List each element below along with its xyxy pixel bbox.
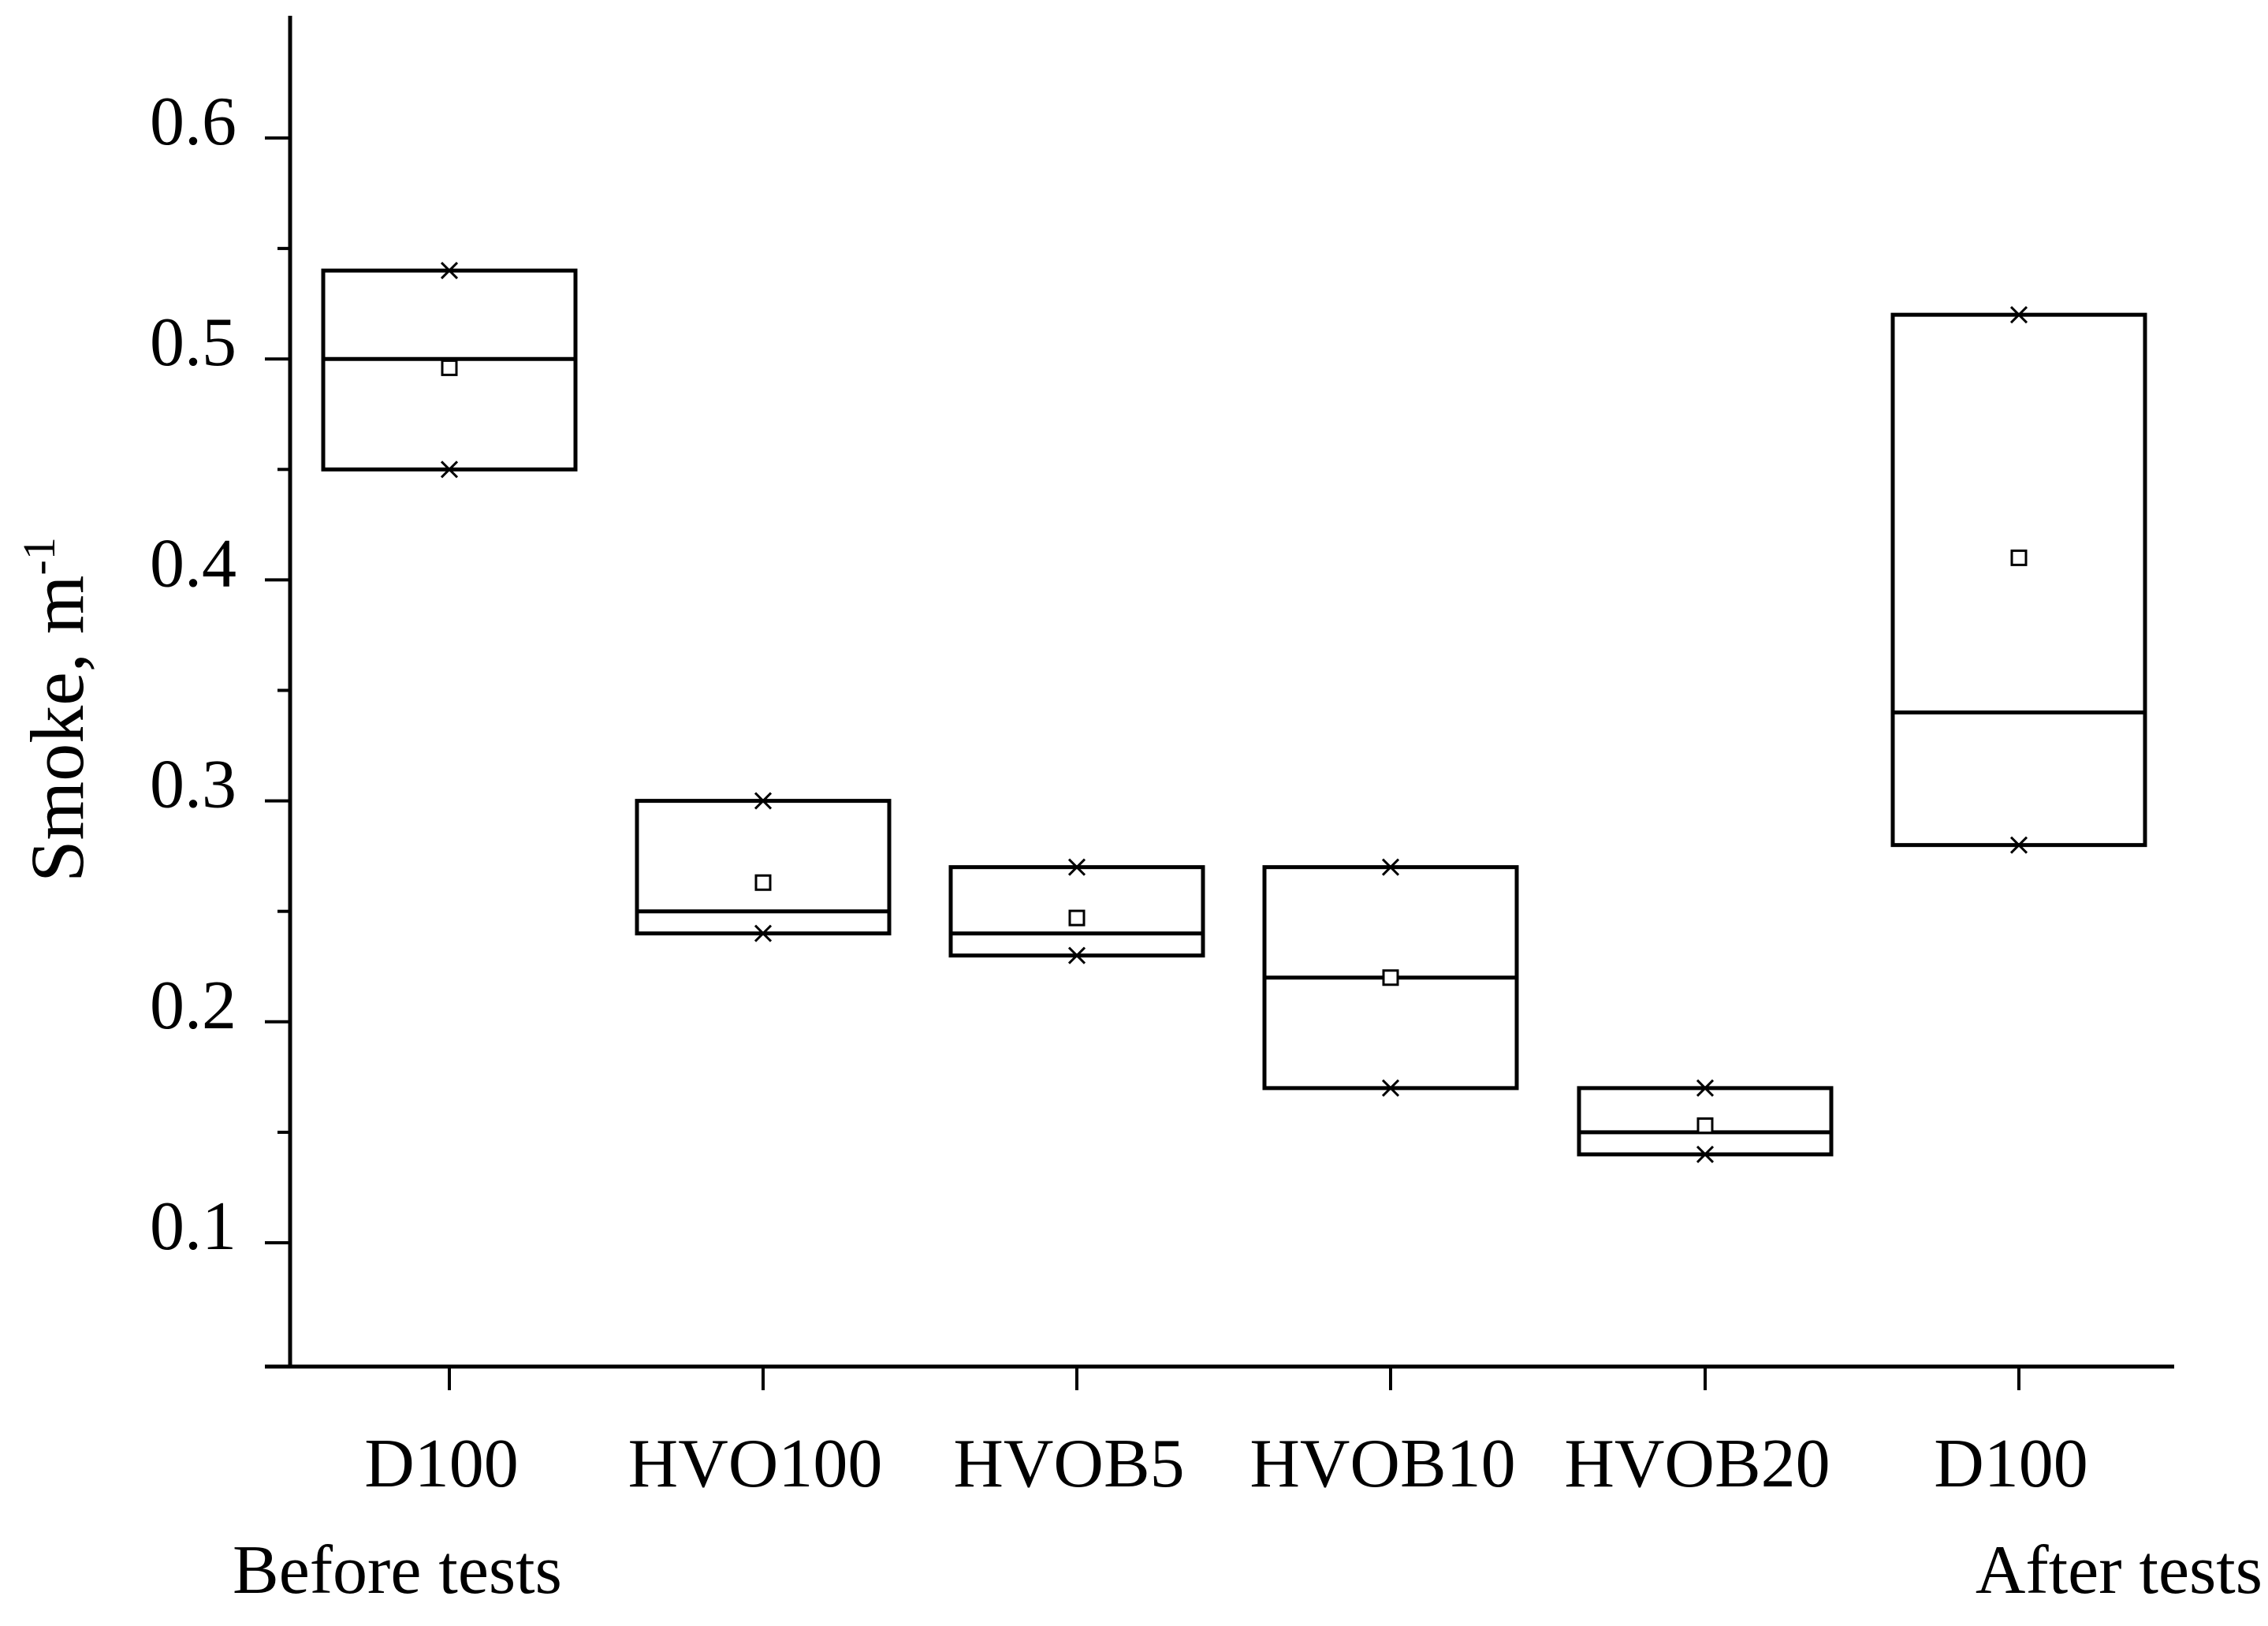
y-axis-label-text: Smoke, m	[15, 575, 99, 882]
cross-stroke	[754, 792, 773, 810]
mean-marker	[1696, 1117, 1714, 1134]
cross-stroke	[1696, 1145, 1715, 1163]
box-5	[1577, 1079, 1834, 1163]
mean-marker	[754, 874, 772, 891]
box-4	[1262, 858, 1519, 1097]
axes	[265, 16, 2174, 1369]
y-axis-label: Smoke, m-1	[13, 537, 99, 882]
box-1	[321, 262, 578, 479]
cross-stroke	[754, 924, 773, 942]
max-marker	[1696, 1079, 1715, 1097]
y-tick-label: 0.2	[150, 968, 236, 1044]
cross-stroke	[440, 461, 459, 479]
x-category-label: HVOB10	[1249, 1426, 1515, 1502]
mean-marker	[2010, 549, 2028, 566]
box-6	[1890, 306, 2147, 854]
cross-stroke	[1067, 858, 1086, 876]
y-axis-label-superscript: -1	[13, 537, 65, 575]
min-marker	[440, 461, 459, 479]
mean-marker	[441, 359, 458, 376]
cross-stroke	[2009, 306, 2028, 324]
max-marker	[440, 262, 459, 280]
cross-stroke	[1067, 946, 1086, 964]
y-tick-label: 0.6	[150, 84, 236, 160]
x-category-label: HVOB20	[1564, 1426, 1830, 1502]
box-rect	[1890, 312, 2147, 848]
box-rect	[635, 799, 892, 936]
max-marker	[754, 792, 773, 810]
cross-stroke	[1696, 1079, 1715, 1097]
cross-stroke	[2009, 836, 2028, 854]
cross-stroke	[1381, 858, 1400, 876]
boxes	[321, 262, 2147, 1163]
min-marker	[1067, 946, 1086, 964]
x-category-label: HVOB5	[953, 1426, 1184, 1502]
y-tick-label: 0.1	[150, 1188, 236, 1265]
x-category-sublabel: Before tests	[233, 1532, 562, 1609]
x-category-label: D100	[364, 1426, 519, 1502]
x-category-label: D100	[1934, 1426, 2088, 1502]
max-marker	[2009, 306, 2028, 324]
max-marker	[1381, 858, 1400, 876]
box-2	[635, 792, 892, 942]
y-tick-label: 0.5	[150, 304, 236, 381]
max-marker	[1067, 858, 1086, 876]
box-3	[948, 858, 1205, 964]
x-category-label: HVO100	[628, 1426, 883, 1502]
cross-stroke	[440, 262, 459, 280]
y-tick-label: 0.3	[150, 747, 236, 823]
min-marker	[1696, 1145, 1715, 1163]
x-ticks: D100 Before tests HVO100 HVOB5 HVOB10 HVOB20 D…	[233, 1367, 2262, 1609]
min-marker	[1381, 1079, 1400, 1097]
mean-marker	[1382, 969, 1399, 986]
min-marker	[754, 924, 773, 942]
mean-marker	[1068, 909, 1086, 927]
min-marker	[2009, 836, 2028, 854]
y-tick-label: 0.4	[150, 525, 236, 602]
y-ticks: 0.1 0.2 0.3 0.4 0.5 0.6	[150, 84, 290, 1265]
x-category-sublabel: After tests	[1976, 1532, 2262, 1609]
cross-stroke	[1381, 1079, 1400, 1097]
